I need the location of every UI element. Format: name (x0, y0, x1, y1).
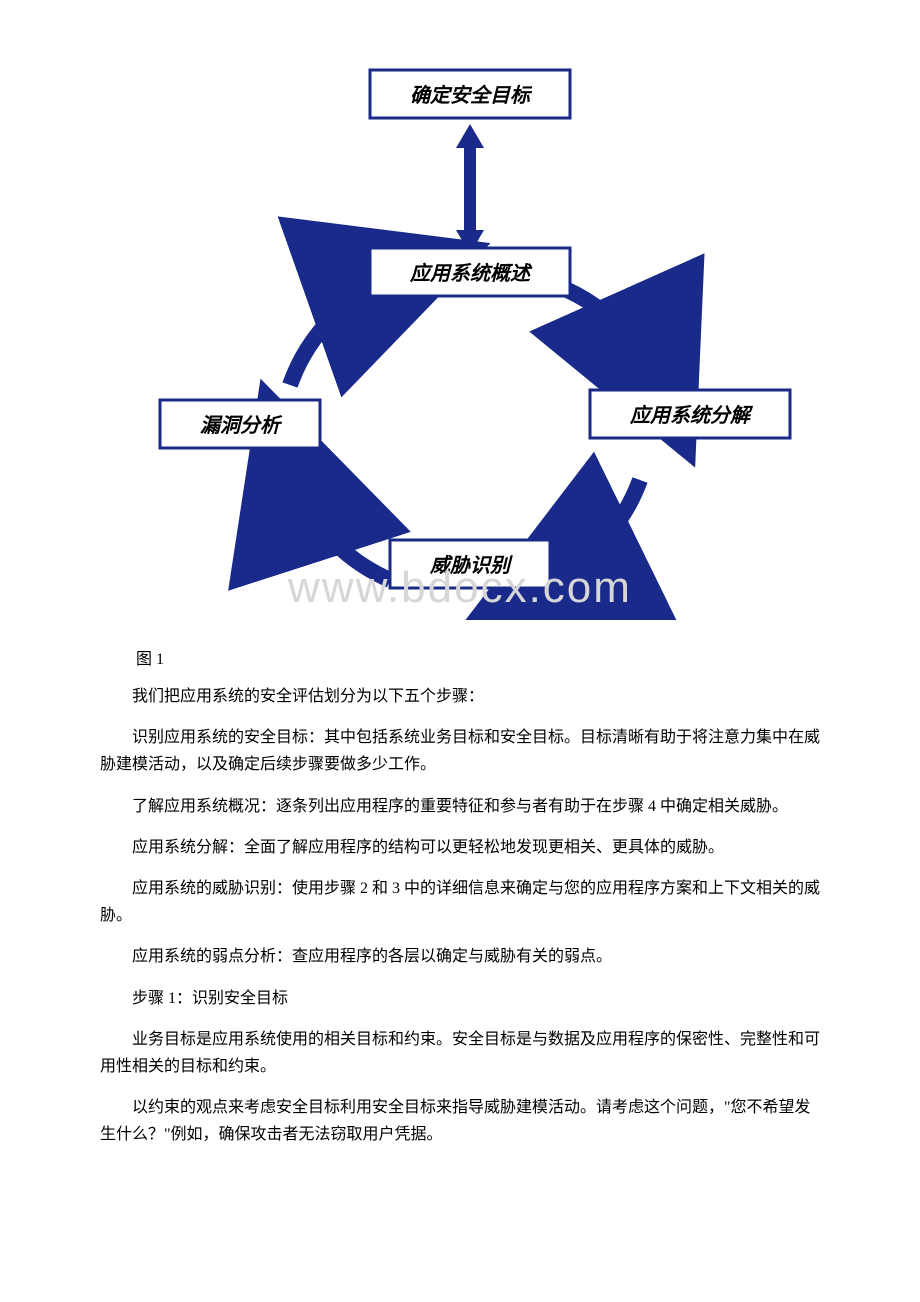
paragraph: 应用系统分解：全面了解应用程序的结构可以更轻松地发现更相关、更具体的威胁。 (100, 834, 820, 861)
paragraph: 了解应用系统概况：逐条列出应用程序的重要特征和参与者有助于在步骤 4 中确定相关… (100, 793, 820, 820)
node-n5-label: 漏洞分析 (200, 414, 283, 437)
paragraph: 我们把应用系统的安全评估划分为以下五个步骤： (100, 683, 820, 710)
node-n4-label: 威胁识别 (429, 554, 513, 577)
paragraph: 步骤 1：识别安全目标 (100, 985, 820, 1012)
flowchart-diagram: 确定安全目标 应用系统概述 应用系统分解 威胁识别 漏洞分析 www.bdocx… (100, 60, 820, 625)
node-n2-label: 应用系统概述 (409, 262, 533, 285)
double-arrow-n1-n2 (456, 124, 484, 254)
page: 确定安全目标 应用系统概述 应用系统分解 威胁识别 漏洞分析 www.bdocx… (0, 0, 920, 1222)
paragraph: 业务目标是应用系统使用的相关目标和约束。安全目标是与数据及应用程序的保密性、完整… (100, 1026, 820, 1080)
figure-caption: 图 1 (136, 645, 820, 669)
node-n4: 威胁识别 (390, 540, 550, 588)
arc-n4-n5 (290, 470, 390, 580)
paragraph: 以约束的观点来考虑安全目标利用安全目标来指导威胁建模活动。请考虑这个问题，"您不… (100, 1094, 820, 1148)
flowchart-svg: 确定安全目标 应用系统概述 应用系统分解 威胁识别 漏洞分析 (100, 60, 820, 620)
node-n3-label: 应用系统分解 (629, 404, 754, 427)
arc-n3-n4 (550, 480, 640, 580)
node-n3: 应用系统分解 (590, 390, 790, 438)
node-n1: 确定安全目标 (370, 70, 570, 118)
node-n1-label: 确定安全目标 (410, 84, 533, 107)
paragraph: 应用系统的弱点分析：查应用程序的各层以确定与威胁有关的弱点。 (100, 943, 820, 970)
node-n5: 漏洞分析 (160, 400, 320, 448)
node-n2: 应用系统概述 (370, 248, 570, 296)
paragraph: 识别应用系统的安全目标：其中包括系统业务目标和安全目标。目标清晰有助于将注意力集… (100, 724, 820, 778)
paragraph: 应用系统的威胁识别：使用步骤 2 和 3 中的详细信息来确定与您的应用程序方案和… (100, 875, 820, 929)
